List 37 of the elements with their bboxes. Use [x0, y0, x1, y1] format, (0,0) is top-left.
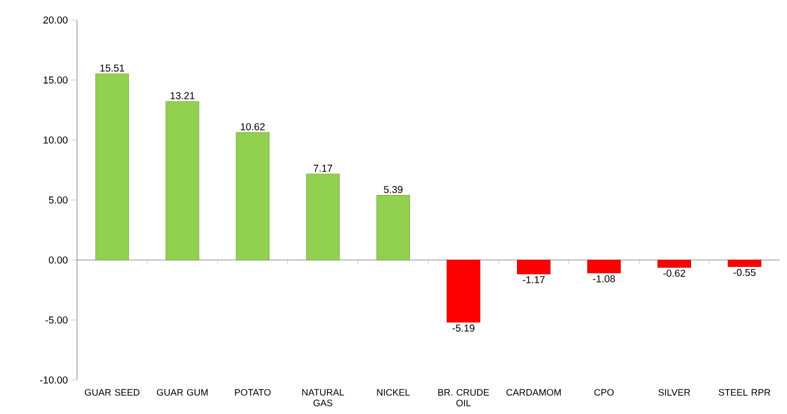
y-tick-label: 10.00: [44, 136, 68, 144]
data-label: -0.62: [663, 270, 686, 277]
bar: [587, 260, 621, 274]
data-label: 15.51: [100, 64, 124, 72]
bar: [95, 74, 129, 260]
x-tick-label: CARDAMOM: [506, 389, 561, 396]
data-label: 13.21: [170, 92, 194, 100]
x-tick-label: CPO: [594, 389, 614, 396]
x-tick-label: POTATO: [235, 389, 271, 396]
bar: [166, 101, 200, 260]
x-tick-label: SILVER: [658, 389, 690, 396]
data-label: 5.39: [384, 186, 402, 194]
x-tick-label: GUAR GUM: [156, 389, 208, 396]
bar: [236, 132, 270, 260]
bar: [657, 260, 692, 268]
x-tick-label: NICKEL: [377, 389, 410, 396]
y-tick-label: 15.00: [44, 76, 68, 84]
x-tick-label: STEEL RPR: [718, 389, 770, 396]
data-label: 10.62: [240, 123, 265, 130]
x-tick-label: NATURAL GAS: [302, 389, 344, 406]
bar: [306, 174, 340, 260]
data-label: -0.55: [734, 268, 756, 276]
bar: [446, 260, 480, 323]
bar: [728, 260, 762, 267]
y-tick-label: -10.00: [40, 376, 68, 384]
data-label: -5.19: [452, 324, 474, 332]
data-label: 7.17: [314, 164, 332, 172]
data-label: -1.08: [593, 275, 615, 282]
bar: [376, 195, 410, 260]
x-tick-label: BR. CRUDE OIL: [438, 389, 489, 406]
data-label: -1.17: [522, 276, 545, 284]
y-tick-label: 20.00: [43, 16, 68, 24]
y-tick-label: 5.00: [48, 196, 68, 204]
bar: [516, 260, 551, 274]
y-tick-label: -5.00: [46, 316, 68, 324]
y-tick-label: 0.00: [48, 256, 68, 264]
x-tick-label: GUAR SEED: [84, 389, 140, 396]
